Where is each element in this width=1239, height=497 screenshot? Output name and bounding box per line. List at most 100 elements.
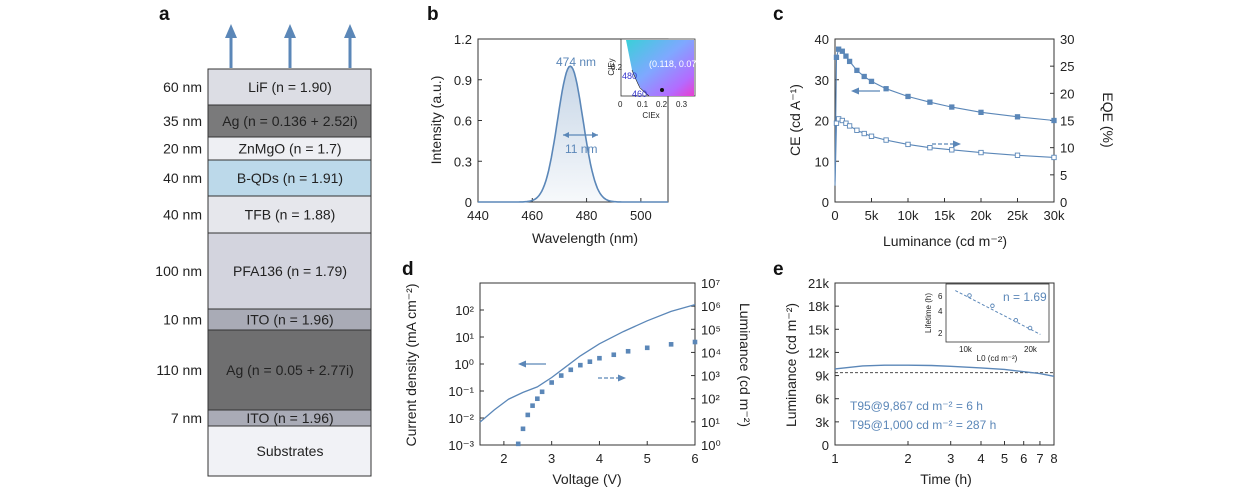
b-peak-label: 474 nm: [556, 55, 596, 69]
b-y-axis-label: Intensity (a.u.): [428, 76, 444, 165]
e-inset-xlabel: L0 (cd m⁻²): [977, 354, 1018, 363]
layer-thickness: 40 nm: [163, 170, 202, 186]
d-y-tick-label: 10⁻²: [448, 411, 474, 426]
c-ce-line: [834, 48, 1055, 182]
c-eqe-point: [843, 120, 849, 126]
e-plot-frame: [834, 282, 1055, 446]
d-luminance-point: [597, 355, 602, 361]
c-y-tick-label: 30: [815, 73, 829, 88]
d-current-arrow: [518, 360, 546, 368]
e-x-tick-label: 6: [1020, 451, 1027, 466]
e-y-axis-label: Luminance (cd m⁻²): [783, 303, 799, 427]
c-eqe-point: [1014, 152, 1021, 158]
e-annotation-t95-low: T95@1,000 cd m⁻² = 287 h: [850, 418, 996, 432]
b-fwhm-arrow: [563, 132, 598, 138]
e-inset-ytick: 6: [938, 292, 943, 301]
c-y2-tick-label: 30: [1060, 32, 1074, 47]
layer-thickness: 60 nm: [163, 79, 202, 95]
e-x-axis-label: Time (h): [920, 471, 972, 487]
c-y-axis-label: CE (cd A⁻¹): [787, 84, 803, 156]
panel-b-el-spectrum: b Intensity (a.u.) Wavelength (nm) 440 46…: [427, 4, 704, 246]
layer-label: ZnMgO (n = 1.7): [238, 141, 341, 157]
c-eqe-point: [868, 133, 875, 139]
e-lifetime-inset: n = 1.69 10k 20k 6 4 2 L0 (cd m⁻²) Lifet…: [924, 283, 1050, 363]
layer-label: PFA136 (n = 1.79): [233, 263, 347, 279]
c-ce-arrow: [851, 87, 880, 95]
d-y2-tick-label: 10⁷: [701, 276, 720, 291]
d-luminance-point: [539, 389, 545, 395]
c-ce-point: [839, 48, 845, 54]
d-y-axis-label: Current density (mA cm⁻²): [403, 284, 419, 447]
c-x-tick-label: 10k: [898, 208, 919, 223]
d-x-tick-label: 5: [644, 451, 651, 466]
c-y-tick-label: 10: [815, 154, 829, 169]
e-y-tick-label: 6k: [815, 392, 829, 407]
d-x-axis-label: Voltage (V): [552, 471, 621, 487]
c-y2-tick-label: 20: [1060, 86, 1074, 101]
c-ce-point: [1051, 117, 1057, 124]
d-x-tick-label: 2: [500, 451, 507, 466]
layer-label: TFB (n = 1.88): [245, 207, 336, 223]
d-luminance-point: [515, 441, 521, 447]
c-eqe-arrow: [932, 140, 961, 148]
layer-thickness: 20 nm: [163, 141, 202, 157]
c-y2-tick-label: 5: [1060, 168, 1067, 183]
panel-e-letter: e: [773, 259, 784, 280]
cie-gamut-shape: [626, 40, 694, 96]
b-y-tick-label: 0.6: [454, 114, 472, 129]
d-luminance-point: [611, 352, 617, 358]
layer-label: ITO (n = 1.96): [246, 312, 333, 328]
device-layer: LiF (n = 1.90) 60 nm: [163, 68, 372, 106]
c-x-axis-label: Luminance (cd m⁻²): [883, 233, 1007, 249]
d-y2-tick-label: 10⁰: [701, 438, 721, 453]
e-inset-xtick: 10k: [959, 345, 973, 354]
e-inset-ytick: 2: [938, 329, 943, 338]
d-y2-tick-label: 10⁴: [701, 345, 721, 360]
layer-thickness: 40 nm: [163, 207, 202, 223]
c-eqe-point: [905, 141, 911, 148]
e-y-tick-label: 15k: [808, 322, 829, 337]
layer-thickness: 10 nm: [163, 312, 202, 328]
panel-c-efficiency: c CE (cd A⁻¹) EQE (%) Luminance (cd m⁻²)…: [773, 4, 1116, 249]
d-x-tick-label: 4: [596, 451, 603, 466]
c-ce-point: [978, 109, 984, 116]
c-ce-point: [833, 54, 840, 60]
c-y2-axis-label: EQE (%): [1100, 92, 1116, 147]
d-luminance-point: [525, 412, 531, 418]
cie-point: [660, 88, 664, 92]
panel-a-device-stack: a LiF (n = 1.90) 60 nm Ag (n = 0.136 + 2.5…: [155, 4, 372, 477]
c-eqe-point: [927, 145, 933, 151]
c-x-tick-label: 20k: [971, 208, 992, 223]
e-y-tick-label: 3k: [815, 415, 829, 430]
cie-wl-480: 480: [622, 71, 637, 81]
device-layer: B-QDs (n = 1.91) 40 nm: [163, 159, 372, 197]
layer-thickness: 110 nm: [156, 362, 202, 378]
c-ce-point: [846, 58, 853, 65]
d-luminance-point: [587, 359, 593, 364]
c-x-tick-label: 5k: [865, 208, 879, 223]
b-y-tick-label: 0.3: [454, 154, 472, 169]
cie-xtick: 0.3: [676, 100, 688, 109]
d-luminance-point: [625, 348, 631, 354]
d-luminance-point: [520, 426, 526, 432]
c-eqe-point: [833, 120, 840, 126]
d-y2-tick-label: 10⁶: [701, 299, 721, 314]
panel-d-jvl: d Current density (mA cm⁻²) Luminance (c…: [402, 259, 753, 487]
layer-box: [207, 195, 372, 234]
b-x-tick-label: 460: [521, 208, 543, 223]
c-ce-point: [905, 93, 911, 100]
c-eqe-line: [834, 118, 1055, 186]
device-layer: PFA136 (n = 1.79) 100 nm: [155, 232, 372, 310]
c-y2-tick-label: 10: [1060, 141, 1074, 156]
e-inset-fit-label: n = 1.69: [1003, 290, 1047, 304]
c-ce-point: [843, 53, 849, 59]
d-y-tick-label: 10²: [455, 303, 474, 318]
b-spectrum-fill: [478, 66, 668, 202]
layer-box: [207, 425, 372, 477]
d-x-tick-label: 3: [548, 451, 555, 466]
device-layer: ITO (n = 1.96) 7 nm: [171, 409, 372, 427]
e-y-tick-label: 12k: [808, 345, 829, 360]
c-y2-tick-label: 0: [1060, 195, 1067, 210]
device-layer: ZnMgO (n = 1.7) 20 nm: [163, 136, 372, 161]
c-eqe-point: [854, 127, 860, 133]
